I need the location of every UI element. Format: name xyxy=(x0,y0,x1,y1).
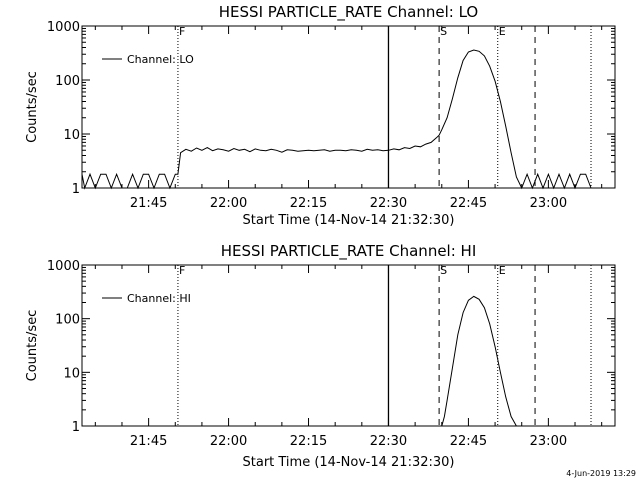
y-tick-label: 100 xyxy=(55,313,80,328)
x-tick-label: 21:45 xyxy=(130,434,167,449)
chart-title: HESSI PARTICLE_RATE Channel: HI xyxy=(221,242,477,261)
marker-label: E xyxy=(499,264,506,277)
plot-frame xyxy=(81,264,616,427)
marker-label: E xyxy=(499,25,506,38)
y-axis-label: Counts/sec xyxy=(25,71,40,143)
chart-title: HESSI PARTICLE_RATE Channel: LO xyxy=(219,3,478,22)
marker-label: F xyxy=(179,264,185,277)
chart-panel-1: HESSI PARTICLE_RATE Channel: LO 1 10 100 100… xyxy=(25,3,616,228)
chart-panel-2: HESSI PARTICLE_RATE Channel: HI 1 10 100 100… xyxy=(25,242,616,470)
x-tick-label: 22:30 xyxy=(370,196,407,211)
y-tick-label: 1 xyxy=(72,420,80,435)
y-tick-label: 1 xyxy=(72,182,80,197)
legend-entry: Channel: LO xyxy=(127,53,194,66)
x-tick-label: 22:30 xyxy=(370,434,407,449)
x-tick-label: 22:00 xyxy=(210,434,247,449)
x-tick-label: 21:45 xyxy=(130,196,167,211)
x-tick-label: 23:00 xyxy=(530,434,567,449)
series-line-1 xyxy=(81,49,592,190)
marker-label: F xyxy=(179,25,185,38)
y-axis-label: Counts/sec xyxy=(25,310,40,382)
y-tick-label: 10 xyxy=(63,366,80,381)
y-tick-label: 100 xyxy=(55,74,80,89)
plot-frame xyxy=(81,25,616,189)
marker-label: S xyxy=(440,25,447,38)
y-tick-label: 1000 xyxy=(47,20,80,35)
x-axis-label: Start Time (14-Nov-14 21:32:30) xyxy=(243,455,455,470)
date-stamp: 4-Jun-2019 13:29 xyxy=(566,469,636,478)
x-tick-label: 22:00 xyxy=(210,196,247,211)
x-tick-label: 22:15 xyxy=(290,434,327,449)
legend-entry: Channel: HI xyxy=(127,292,191,305)
x-tick-label: 23:00 xyxy=(530,196,567,211)
x-tick-label: 22:15 xyxy=(290,196,327,211)
y-tick-label: 1000 xyxy=(47,259,80,274)
series-line-1 xyxy=(441,295,517,427)
y-tick-label: 10 xyxy=(63,128,80,143)
x-tick-label: 22:45 xyxy=(450,434,487,449)
x-tick-label: 22:45 xyxy=(450,196,487,211)
x-axis-label: Start Time (14-Nov-14 21:32:30) xyxy=(243,213,455,228)
marker-label: S xyxy=(440,264,447,277)
